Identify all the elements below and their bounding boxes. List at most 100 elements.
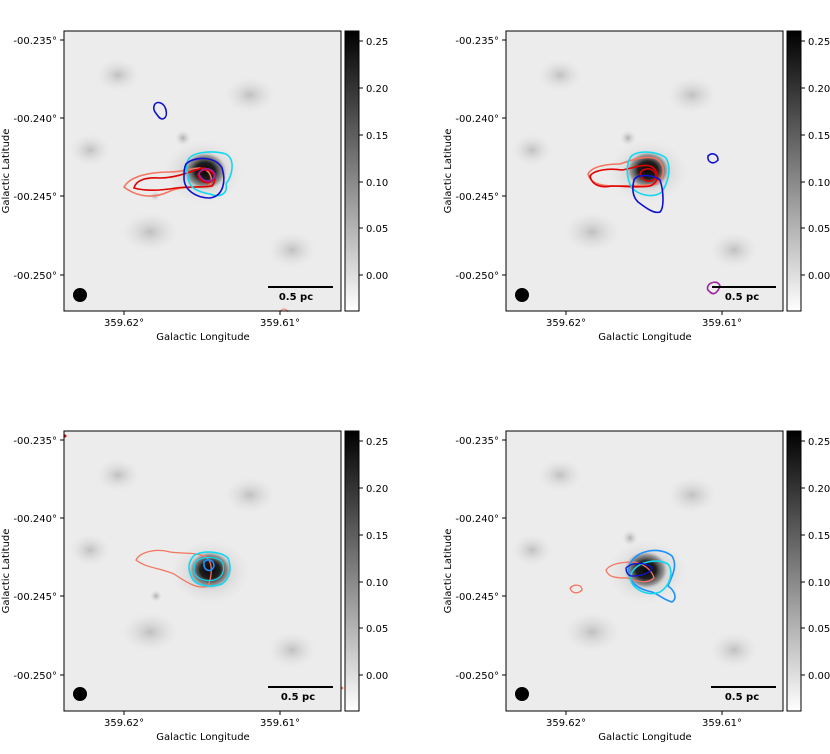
y-axis: -00.235° -00.240° -00.245° -00.250° Gala… [1, 436, 64, 682]
contour-blue-isolated [152, 101, 168, 120]
y-tick-label: -00.245° [13, 192, 57, 203]
y-tick-label: -00.240° [455, 514, 499, 525]
x-axis: 359.62° 359.61° Galactic Longitude [546, 311, 742, 343]
colorbar: 0.25 0.20 0.15 0.10 0.05 0.00 [786, 30, 830, 312]
contour-salmon-isolated [569, 584, 583, 594]
x-tick-label: 359.62° [546, 318, 586, 329]
x-axis-label: Galactic Longitude [598, 732, 691, 743]
colorbar: 0.25 0.20 0.15 0.10 0.05 0.00 [344, 430, 388, 712]
x-axis-label: Galactic Longitude [156, 732, 249, 743]
x-axis: 359.62° 359.61° Galactic Longitude [104, 311, 300, 343]
contour-cyan-inner [193, 556, 225, 582]
colorbar-tick-label: 0.10 [808, 178, 830, 189]
contour-magenta-isolated [706, 281, 721, 295]
colorbar-tick-label: 0.25 [808, 37, 830, 48]
colorbar-tick-label: 0.20 [808, 84, 830, 95]
y-axis-label: Galactic Latitude [1, 529, 12, 614]
colorbar-tick-label: 0.15 [366, 531, 388, 542]
contour-blue-isolated [707, 153, 719, 164]
panel-bottom-right: 0.5 pc -00.235° -00.240° -00.245° -00.25… [443, 430, 830, 743]
colorbar-tick-label: 0.25 [366, 37, 388, 48]
colorbar-tick-label: 0.25 [808, 437, 830, 448]
colorbar-tick-label: 0.15 [808, 531, 830, 542]
scalebar-label: 0.5 pc [725, 292, 759, 303]
contour-set [569, 549, 676, 603]
colorbar-tick-label: 0.00 [808, 671, 830, 682]
panel-image [506, 31, 783, 311]
y-tick-label: -00.235° [455, 36, 499, 47]
panel-top-right: 0.5 pc -00.235° -00.240° -00.245° -00.25… [443, 30, 830, 343]
panel-image [64, 431, 341, 711]
x-tick-label: 359.61° [702, 318, 742, 329]
y-tick-label: -00.235° [455, 436, 499, 447]
y-tick-label: -00.245° [455, 592, 499, 603]
y-tick-label: -00.235° [13, 436, 57, 447]
y-tick-label: -00.245° [13, 592, 57, 603]
colorbar-tick-label: 0.00 [808, 271, 830, 282]
beam-marker [73, 288, 87, 302]
scalebar: 0.5 pc [268, 686, 333, 703]
contour-salmon [605, 561, 655, 583]
x-tick-label: 359.62° [104, 718, 144, 729]
colorbar-tick-label: 0.05 [366, 224, 388, 235]
beam-marker [515, 687, 529, 701]
x-axis-label: Galactic Longitude [156, 332, 249, 343]
colorbar-tick-label: 0.00 [366, 271, 388, 282]
contour-salmon [135, 549, 212, 588]
y-tick-label: -00.245° [455, 192, 499, 203]
y-tick-label: -00.250° [13, 271, 57, 282]
axes-frame [63, 430, 342, 712]
x-axis-label: Galactic Longitude [598, 332, 691, 343]
y-axis-label: Galactic Latitude [1, 129, 12, 214]
y-tick-label: -00.240° [13, 114, 57, 125]
y-tick-label: -00.235° [13, 36, 57, 47]
colorbar-tick-label: 0.20 [366, 84, 388, 95]
contour-salmon [122, 167, 213, 197]
x-tick-label: 359.62° [104, 318, 144, 329]
panel-top-left: 0.5 pc -00.235° -00.240° -00.245° -00.25… [1, 30, 388, 343]
contour-blue [183, 157, 225, 199]
panel-bottom-left: 0.5 pc -00.235° -00.240° -00.245° -00.25… [1, 430, 388, 743]
axes-frame [63, 30, 342, 312]
colorbar: 0.25 0.20 0.15 0.10 0.05 0.00 [344, 30, 388, 312]
panel-image [506, 431, 783, 711]
y-tick-label: -00.240° [455, 114, 499, 125]
contour-red-inner [639, 168, 657, 183]
scalebar-label: 0.5 pc [279, 292, 313, 303]
x-tick-label: 359.61° [260, 318, 300, 329]
colorbar-tick-label: 0.10 [366, 578, 388, 589]
x-axis: 359.62° 359.61° Galactic Longitude [104, 711, 300, 743]
x-axis: 359.62° 359.61° Galactic Longitude [546, 711, 742, 743]
axes-frame [505, 430, 784, 712]
colorbar-tick-label: 0.05 [366, 624, 388, 635]
colorbar-tick-label: 0.00 [366, 671, 388, 682]
colorbar-tick-label: 0.15 [366, 131, 388, 142]
axes-frame [505, 30, 784, 312]
contour-blue [625, 562, 653, 577]
y-tick-label: -00.250° [13, 671, 57, 682]
contour-sky [203, 559, 215, 572]
y-axis: -00.235° -00.240° -00.245° -00.250° Gala… [1, 36, 64, 282]
y-tick-label: -00.250° [455, 271, 499, 282]
colorbar-tick-label: 0.15 [808, 131, 830, 142]
colorbar-tick-label: 0.05 [808, 224, 830, 235]
colorbar: 0.25 0.20 0.15 0.10 0.05 0.00 [786, 430, 830, 712]
scalebar-label: 0.5 pc [725, 692, 759, 703]
x-tick-label: 359.61° [702, 718, 742, 729]
x-tick-label: 359.62° [546, 718, 586, 729]
y-tick-label: -00.240° [13, 514, 57, 525]
colorbar-tick-label: 0.05 [808, 624, 830, 635]
contour-magenta [198, 168, 216, 183]
contour-red [589, 164, 659, 188]
colorbar-tick-label: 0.20 [366, 484, 388, 495]
scalebar: 0.5 pc [268, 286, 333, 303]
scalebar: 0.5 pc [712, 286, 776, 303]
contour-cyan [629, 560, 672, 595]
colorbar-tick-label: 0.10 [808, 578, 830, 589]
x-tick-label: 359.61° [260, 718, 300, 729]
y-axis: -00.235° -00.240° -00.245° -00.250° Gala… [443, 36, 506, 282]
contour-cyan [188, 551, 231, 587]
scalebar: 0.5 pc [711, 686, 776, 703]
panel-image [64, 31, 341, 311]
